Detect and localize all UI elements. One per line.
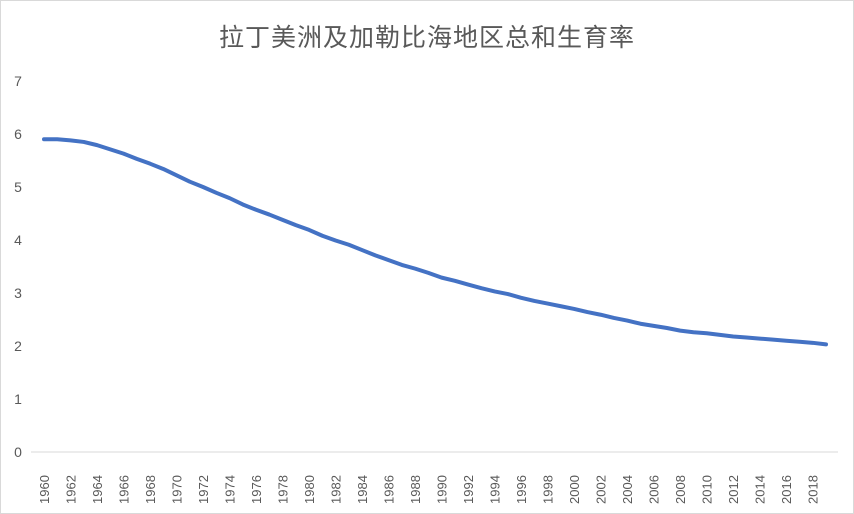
x-tick-label: 2016 xyxy=(779,475,794,504)
x-tick-label: 2012 xyxy=(726,475,741,504)
chart-title: 拉丁美洲及加勒比海地区总和生育率 xyxy=(218,23,635,52)
x-tick-label: 1968 xyxy=(143,475,158,504)
y-tick-label: 3 xyxy=(14,285,22,301)
y-axis: 0 1 2 3 4 5 6 7 xyxy=(14,73,22,460)
series-line xyxy=(42,137,828,347)
x-tick-label: 2000 xyxy=(567,475,582,504)
y-tick-label: 5 xyxy=(14,179,22,195)
x-tick-label: 1994 xyxy=(488,475,503,504)
x-tick-label: 1960 xyxy=(37,475,52,504)
x-tick-label: 1998 xyxy=(541,475,556,504)
y-tick-label: 2 xyxy=(14,338,22,354)
x-tick-label: 1976 xyxy=(249,475,264,504)
y-tick-label: 4 xyxy=(14,232,22,248)
y-tick-label: 6 xyxy=(14,126,22,142)
x-tick-label: 2004 xyxy=(620,475,635,504)
x-tick-label: 1972 xyxy=(196,475,211,504)
x-tick-label: 1984 xyxy=(355,475,370,504)
x-tick-label: 2006 xyxy=(647,475,662,504)
x-tick-label: 1996 xyxy=(514,475,529,504)
x-tick-label: 1982 xyxy=(329,475,344,504)
y-tick-label: 7 xyxy=(14,73,22,89)
x-tick-label: 2010 xyxy=(700,475,715,504)
x-tick-label: 1986 xyxy=(382,475,397,504)
x-tick-label: 2002 xyxy=(594,475,609,504)
y-tick-label: 0 xyxy=(14,444,22,460)
x-tick-label: 2014 xyxy=(753,475,768,504)
x-tick-label: 1992 xyxy=(461,475,476,504)
x-tick-label: 2018 xyxy=(806,475,821,504)
x-tick-label: 1974 xyxy=(223,475,238,504)
x-tick-label: 1978 xyxy=(276,475,291,504)
y-tick-label: 1 xyxy=(14,391,22,407)
x-tick-label: 1990 xyxy=(435,475,450,504)
x-tick-label: 1980 xyxy=(302,475,317,504)
x-tick-label: 1964 xyxy=(90,475,105,504)
x-tick-label: 1966 xyxy=(117,475,132,504)
x-tick-label: 1970 xyxy=(170,475,185,504)
x-axis: 1960 1962 1964 1966 1968 1970 1972 1974 1976 1978… xyxy=(37,475,821,504)
x-tick-label: 2008 xyxy=(673,475,688,504)
x-tick-label: 1962 xyxy=(64,475,79,504)
x-tick-label: 1988 xyxy=(408,475,423,504)
